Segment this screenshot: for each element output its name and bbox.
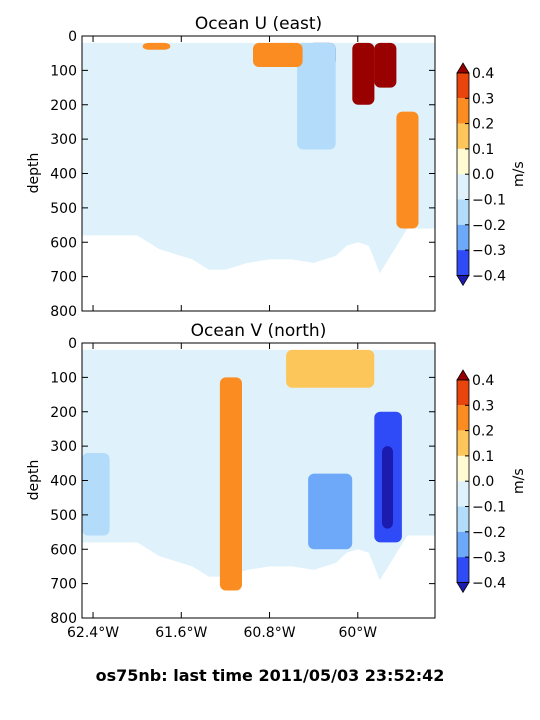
colorbar-band-v-5 [457,506,469,532]
ytick-label-v-6: 600 [50,542,77,558]
colorbar-tick-label-v-8: −0.4 [472,575,506,591]
contour-region-u-2 [396,111,419,229]
colorbar-tick-label-u-0: 0.4 [472,66,494,82]
colorbar-band-v-7 [457,557,469,583]
colorbar-band-v-0 [457,380,469,406]
colorbar-tick-label-u-5: −0.1 [472,193,506,209]
panel-ocean-v: Ocean V (north) 0 100 200 300 400 500 600 700 80… [26,321,527,641]
colorbar-tick-label-v-4: 0.0 [472,474,494,490]
colorbar-tick-label-u-6: −0.2 [472,218,506,234]
axis-ticks-u: 0 100 200 300 400 500 600 700 800 [50,29,435,320]
colorbar-band-u-7 [457,250,469,276]
contour-region-v-2 [219,377,242,591]
xtick-label-v-0: 62.4°W [67,625,119,641]
contour-field-v [82,349,435,591]
colorbar-tick-label-v-1: 0.3 [472,398,494,414]
ytick-label-v-8: 800 [50,611,77,627]
contour-region-u-0 [352,42,375,105]
ylabel-u: depth [26,153,42,194]
contour-region-u-4 [297,42,336,150]
chart-title-v: Ocean V (north) [191,321,327,341]
colorbar-u: 0.4 0.3 0.2 0.1 0.0 −0.1 −0.2 −0.3 −0.4 m/s [456,62,527,287]
ytick-label-u-4: 400 [50,167,77,183]
contour-field-u [82,42,435,274]
colorbar-extend-min-u [456,274,470,287]
colorbar-tick-label-u-2: 0.2 [472,117,494,133]
ytick-label-v-2: 200 [50,405,77,421]
footer-prefix: os75nb: last time [95,666,253,685]
ytick-label-v-0: 0 [68,336,77,352]
footer-timestamp: 2011/05/03 23:52:42 [258,666,445,685]
colorbar-label-v: m/s [511,468,527,494]
ytick-label-v-5: 500 [50,508,77,524]
contour-region-v-5 [308,473,353,550]
colorbar-tick-label-v-5: −0.1 [472,500,506,516]
colorbar-band-v-2 [457,430,469,456]
colorbar-extend-min-v [456,582,470,594]
colorbar-band-u-2 [457,123,469,149]
colorbar-band-u-4 [457,174,469,200]
panel-ocean-u: Ocean U (east) 0 100 200 300 400 500 600 700 800… [26,14,527,320]
colorbar-band-u-3 [457,148,469,175]
ytick-label-u-0: 0 [68,29,77,45]
colorbar-band-u-6 [457,224,469,251]
colorbar-tick-label-u-3: 0.1 [472,142,494,158]
water-column-u [82,42,435,274]
xtick-label-v-1: 61.6°W [155,625,207,641]
ytick-label-u-3: 300 [50,132,77,148]
colorbar-band-v-3 [457,455,469,482]
colorbar-tick-label-v-7: −0.3 [472,550,506,566]
colorbar-band-v-4 [457,481,469,507]
ytick-label-u-5: 500 [50,201,77,217]
contour-region-v-4 [382,446,393,529]
ytick-label-v-7: 700 [50,577,77,593]
colorbar-tick-label-v-3: 0.1 [472,449,494,465]
colorbar-band-u-1 [457,98,469,124]
footer-caption: os75nb: last time 2011/05/03 23:52:42 [0,666,540,685]
xtick-label-v-2: 60.8°W [244,625,296,641]
colorbar-tick-label-u-8: −0.4 [472,268,506,284]
contour-region-v-1 [286,349,375,388]
colorbar-tick-label-v-0: 0.4 [472,373,494,389]
contour-region-u-5 [253,42,303,67]
colorbar-tick-label-u-4: 0.0 [472,167,494,183]
colorbar-band-u-0 [457,73,469,99]
colorbar-tick-label-u-1: 0.3 [472,91,494,107]
ytick-label-v-1: 100 [50,370,77,386]
colorbar-band-u-5 [457,199,469,225]
colorbar-band-v-6 [457,531,469,558]
ytick-label-v-3: 300 [50,439,77,455]
contour-region-v-6 [82,453,110,536]
xtick-label-v-3: 60°W [338,625,377,641]
colorbar-tick-label-u-7: −0.3 [472,243,506,259]
ytick-label-u-7: 700 [50,270,77,286]
ytick-label-u-1: 100 [50,63,77,79]
chart-title-u: Ocean U (east) [195,14,322,34]
ytick-label-u-6: 600 [50,235,77,251]
ylabel-v: depth [26,460,42,501]
colorbar-label-u: m/s [511,161,527,187]
ytick-label-u-2: 200 [50,98,77,114]
colorbar-band-v-1 [457,405,469,431]
ytick-label-v-4: 400 [50,474,77,490]
contour-region-u-6 [142,42,171,50]
contour-region-u-1 [374,42,397,88]
colorbar-v: 0.4 0.3 0.2 0.1 0.0 −0.1 −0.2 −0.3 −0.4 m/s [456,369,527,594]
colorbar-tick-label-v-6: −0.2 [472,525,506,541]
colorbar-tick-label-v-2: 0.2 [472,424,494,440]
ytick-label-u-8: 800 [50,304,77,320]
colorbar-extend-max-v [456,369,470,381]
colorbar-extend-max-u [456,62,470,74]
